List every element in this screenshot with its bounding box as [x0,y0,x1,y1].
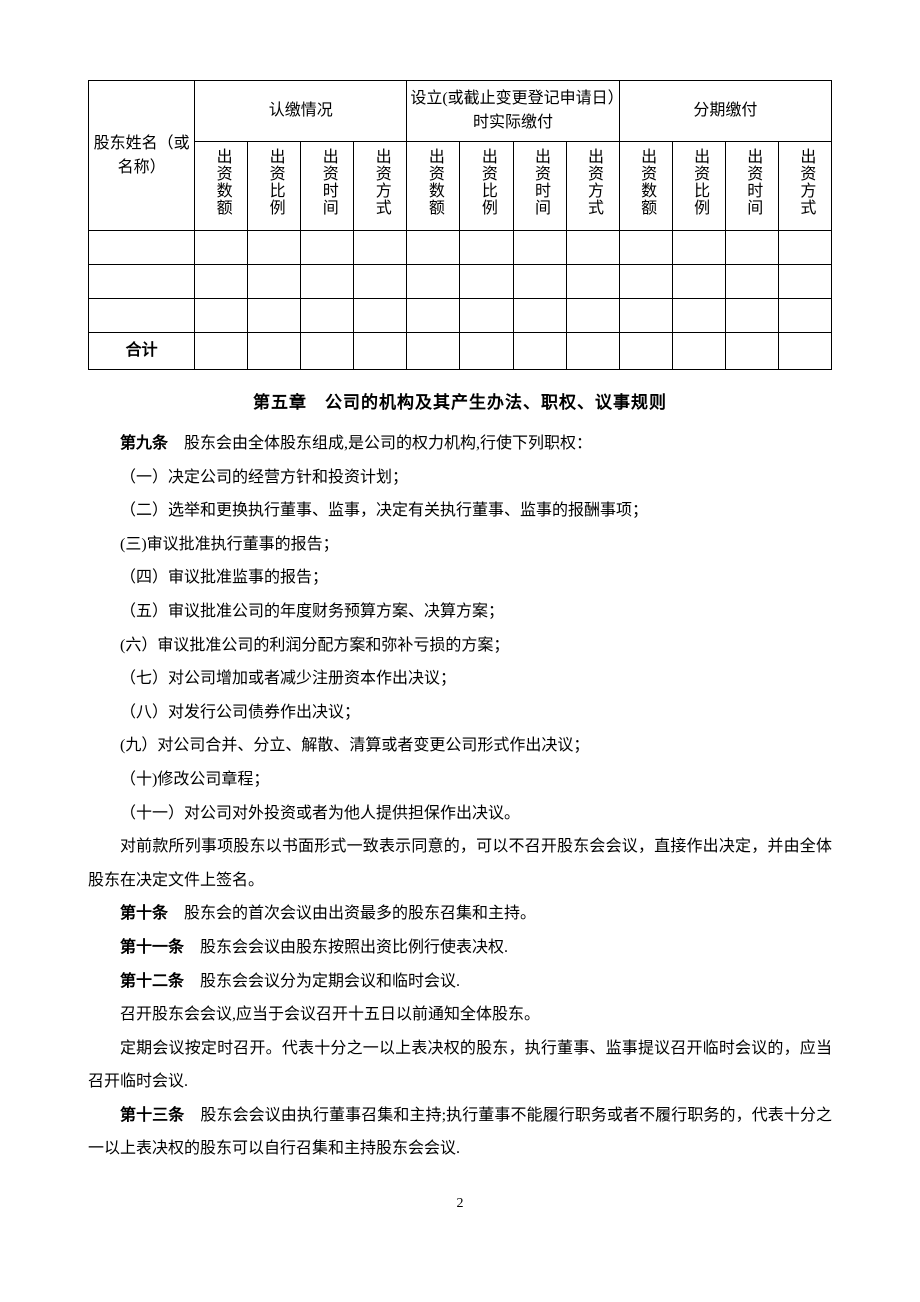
sub-ratio: 出资比例 [672,142,725,231]
table-row [89,265,832,299]
article-11-text: 股东会会议由股东按照出资比例行使表决权. [184,939,508,956]
col-actual-payment: 设立(或截止变更登记申请日）时实际缴付 [407,81,619,142]
sub-amount: 出资数额 [195,142,248,231]
article-9-item: （一）决定公司的经营方针和投资计划； [88,461,832,495]
article-12-p2: 召开股东会会议,应当于会议召开十五日以前通知全体股东。 [88,998,832,1032]
article-9-item: （二）选举和更换执行董事、监事，决定有关执行董事、监事的报酬事项； [88,494,832,528]
sub-ratio: 出资比例 [248,142,301,231]
article-10-label: 第十条 [120,905,168,922]
article-12: 第十二条 股东会会议分为定期会议和临时会议. [88,965,832,999]
sub-method: 出资方式 [354,142,407,231]
article-9-item: （十一）对公司对外投资或者为他人提供担保作出决议。 [88,797,832,831]
article-9-item: （十)修改公司章程； [88,763,832,797]
article-13: 第十三条 股东会会议由执行董事召集和主持;执行董事不能履行职务或者不履行职务的，… [88,1099,832,1166]
article-12-text: 股东会会议分为定期会议和临时会议. [184,973,460,990]
article-9-item: （四）审议批准监事的报告； [88,561,832,595]
sub-time: 出资时间 [725,142,778,231]
sub-amount: 出资数额 [407,142,460,231]
article-9-item: (六）审议批准公司的利润分配方案和弥补亏损的方案； [88,629,832,663]
col-subscription: 认缴情况 [195,81,407,142]
table-row [89,231,832,265]
article-9-item: （七）对公司增加或者减少注册资本作出决议； [88,662,832,696]
article-11-label: 第十一条 [120,939,184,956]
article-9: 第九条 股东会由全体股东组成,是公司的权力机构,行使下列职权： [88,427,832,461]
sub-ratio: 出资比例 [460,142,513,231]
article-11: 第十一条 股东会会议由股东按照出资比例行使表决权. [88,931,832,965]
article-9-item: （八）对发行公司债券作出决议； [88,696,832,730]
article-9-item: (九）对公司合并、分立、解散、清算或者变更公司形式作出决议； [88,729,832,763]
article-12-label: 第十二条 [120,973,184,990]
article-13-text: 股东会会议由执行董事召集和主持;执行董事不能履行职务或者不履行职务的，代表十分之… [88,1107,832,1158]
article-9-item: （五）审议批准公司的年度财务预算方案、决算方案； [88,595,832,629]
shareholder-table: 股东姓名（或名称） 认缴情况 设立(或截止变更登记申请日）时实际缴付 分期缴付 … [88,80,832,370]
sub-amount: 出资数额 [619,142,672,231]
sub-time: 出资时间 [301,142,354,231]
article-12-p3: 定期会议按定时召开。代表十分之一以上表决权的股东，执行董事、监事提议召开临时会议… [88,1032,832,1099]
col-shareholder-name: 股东姓名（或名称） [89,81,195,231]
sub-method: 出资方式 [778,142,831,231]
article-9-item: (三)审议批准执行董事的报告； [88,528,832,562]
article-9-label: 第九条 [120,435,168,452]
article-9-text: 股东会由全体股东组成,是公司的权力机构,行使下列职权： [168,435,592,452]
table-total-row: 合计 [89,333,832,370]
article-10: 第十条 股东会的首次会议由出资最多的股东召集和主持。 [88,897,832,931]
sub-time: 出资时间 [513,142,566,231]
page-number: 2 [88,1196,832,1212]
article-9-tail: 对前款所列事项股东以书面形式一致表示同意的，可以不召开股东会会议，直接作出决定，… [88,830,832,897]
table-row [89,299,832,333]
article-13-label: 第十三条 [120,1107,184,1124]
sub-method: 出资方式 [566,142,619,231]
chapter-title: 第五章 公司的机构及其产生办法、职权、议事规则 [88,388,832,413]
col-installment: 分期缴付 [619,81,831,142]
article-10-text: 股东会的首次会议由出资最多的股东召集和主持。 [168,905,536,922]
